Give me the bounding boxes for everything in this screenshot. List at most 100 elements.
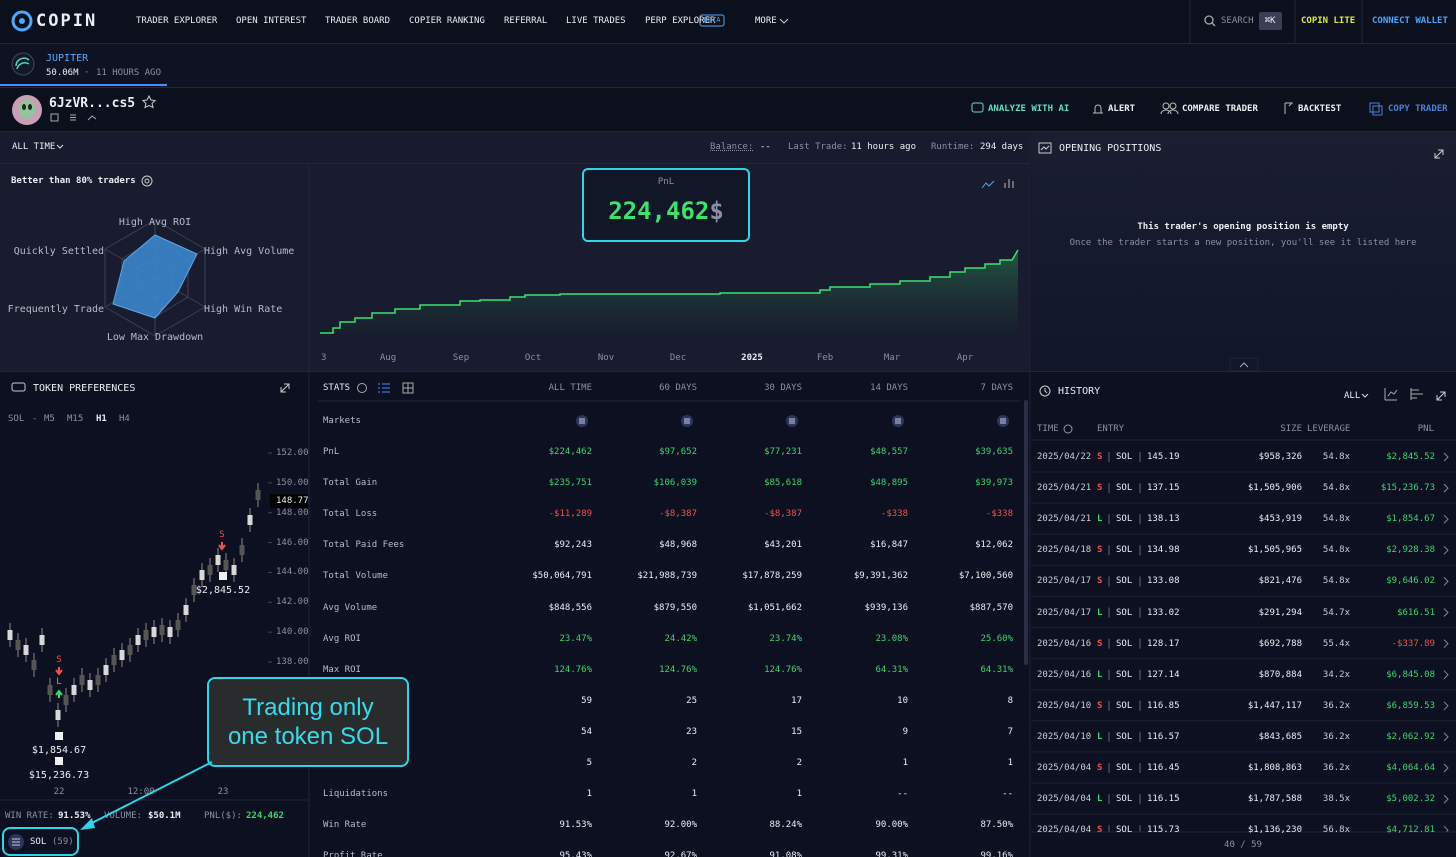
- pagination: 40 / 59: [1224, 840, 1262, 850]
- trade-pnl: $5,002.32: [1386, 794, 1435, 805]
- trade-side: S: [1097, 638, 1103, 649]
- stat-value: 92.00%: [664, 820, 697, 831]
- action-button[interactable]: ALERT: [1108, 104, 1136, 114]
- protocol-name[interactable]: JUPITER: [46, 53, 89, 64]
- connect-wallet[interactable]: CONNECT WALLET: [1372, 16, 1448, 26]
- callout-arrow: [8, 761, 213, 850]
- stat-value: $77,231: [764, 447, 802, 457]
- history-filter[interactable]: ALL: [1344, 391, 1361, 401]
- trade-entry-price: 138.13: [1147, 514, 1180, 525]
- action-button[interactable]: COMPARE TRADER: [1182, 104, 1258, 114]
- copin-lite[interactable]: COPIN LITE: [1301, 16, 1356, 26]
- callout: Trading only one token SOL: [207, 677, 409, 767]
- x-tick-label: Aug: [379, 353, 397, 363]
- history-panel: [1031, 372, 1456, 857]
- trade-side: S: [1097, 825, 1103, 836]
- token-chip[interactable]: [2, 827, 79, 856]
- win-rate-label: WIN RATE:: [5, 811, 54, 821]
- market-icon-lines: [579, 418, 585, 424]
- market-icon-lines: [684, 418, 690, 424]
- trade-time: 2025/04/22: [1037, 452, 1092, 462]
- stat-value: 99.31%: [875, 851, 908, 857]
- action-button[interactable]: COPY TRADER: [1388, 104, 1448, 114]
- search[interactable]: SEARCH: [1221, 16, 1254, 26]
- timeframe[interactable]: M15: [67, 414, 84, 424]
- trade-token: SOL: [1116, 576, 1133, 587]
- stat-value: $48,968: [659, 540, 697, 551]
- stat-value: 8: [1007, 695, 1013, 706]
- stat-value: $848,556: [548, 602, 592, 613]
- x-tick-label: Sep: [452, 353, 470, 363]
- row-label: Total Volume: [323, 571, 389, 582]
- trade-size: $692,788: [1258, 638, 1302, 649]
- stat-value: $21,988,739: [637, 571, 697, 582]
- nav-item[interactable]: COPIER RANKING: [409, 16, 485, 26]
- row-label: Win Rate: [323, 820, 367, 831]
- last-trade: 11 hours ago: [851, 142, 917, 152]
- market-icon-lines: [1000, 418, 1006, 424]
- action-button[interactable]: BACKTEST: [1298, 104, 1342, 114]
- runtime-label: Runtime:: [931, 142, 975, 152]
- chip-token: SOL: [30, 837, 47, 847]
- timeframe[interactable]: H4: [119, 414, 130, 424]
- runtime: 294 days: [980, 142, 1024, 152]
- balance-label: Balance:: [710, 142, 754, 152]
- column-header: 7 DAYS: [980, 383, 1013, 393]
- nav-item[interactable]: TRADER BOARD: [325, 16, 391, 26]
- price-tick-label: 150.00: [276, 477, 309, 488]
- stat-value: -$338: [985, 509, 1013, 520]
- trade-time: 2025/04/17: [1037, 607, 1092, 618]
- separator: ·: [84, 68, 90, 78]
- trade-leverage: 54.7x: [1322, 607, 1350, 618]
- row-label: Markets: [323, 416, 361, 426]
- trader-address: 6JzVR...cs5: [49, 96, 136, 111]
- nav-item[interactable]: OPEN INTEREST: [236, 16, 307, 26]
- trade-time: 2025/04/21: [1037, 483, 1092, 494]
- x-tick-label: Mar: [883, 353, 901, 363]
- trade-pnl: $1,854.67: [1386, 514, 1435, 525]
- period-select[interactable]: ALL TIME: [12, 142, 56, 152]
- stat-value: $12,062: [975, 540, 1013, 551]
- market-icon-lines: [789, 418, 795, 424]
- trade-entry-price: 116.45: [1147, 763, 1180, 773]
- stat-value: $879,550: [653, 602, 697, 613]
- trade-time: 2025/04/18: [1037, 545, 1092, 556]
- row-label: PnL: [323, 447, 340, 457]
- action-button[interactable]: ANALYZE WITH AI: [988, 104, 1070, 114]
- trade-token: SOL: [1116, 452, 1133, 462]
- balance: --: [760, 142, 771, 152]
- trade-leverage: 54.8x: [1322, 576, 1350, 587]
- nav-item[interactable]: PERP EXPLORER: [645, 16, 716, 26]
- trade-pnl: $6,845.08: [1386, 669, 1435, 680]
- x-tick-label: Apr: [956, 353, 974, 363]
- trade-token: SOL: [1116, 514, 1133, 525]
- timeframe[interactable]: H1: [96, 414, 107, 424]
- token-select: SOL: [8, 414, 25, 424]
- trade-leverage: 55.4x: [1322, 638, 1350, 649]
- win-rate: 91.53%: [58, 811, 91, 821]
- stat-value: $17,878,259: [742, 571, 802, 582]
- stat-value: $48,557: [870, 447, 908, 457]
- callout-line: one token SOL: [227, 723, 389, 750]
- trade-size: $1,505,965: [1247, 545, 1302, 556]
- stat-value: $9,391,362: [853, 571, 908, 582]
- trade-entry-price: 133.02: [1147, 607, 1180, 618]
- nav-item[interactable]: LIVE TRADES: [566, 16, 626, 26]
- stat-value: 59: [581, 695, 592, 706]
- stat-value: $39,973: [975, 478, 1013, 489]
- row-chevron: [1443, 483, 1449, 493]
- logo: COPIN: [36, 11, 98, 31]
- x-tick-label: Nov: [597, 353, 615, 363]
- row-chevron: [1443, 577, 1449, 586]
- stat-value: 10: [897, 695, 908, 706]
- price-tick-label: 148.00: [276, 507, 309, 518]
- chart-annotation: $15,236.73: [28, 770, 90, 781]
- nav-item[interactable]: REFERRAL: [504, 16, 548, 26]
- nav-item[interactable]: TRADER EXPLORER: [136, 16, 218, 26]
- price-tick-label: 146.00: [276, 537, 309, 548]
- stat-value: $48,895: [870, 478, 908, 489]
- nav-item[interactable]: MORE: [755, 16, 777, 26]
- stat-value: 23.08%: [875, 633, 908, 644]
- timeframe[interactable]: M5: [44, 414, 55, 424]
